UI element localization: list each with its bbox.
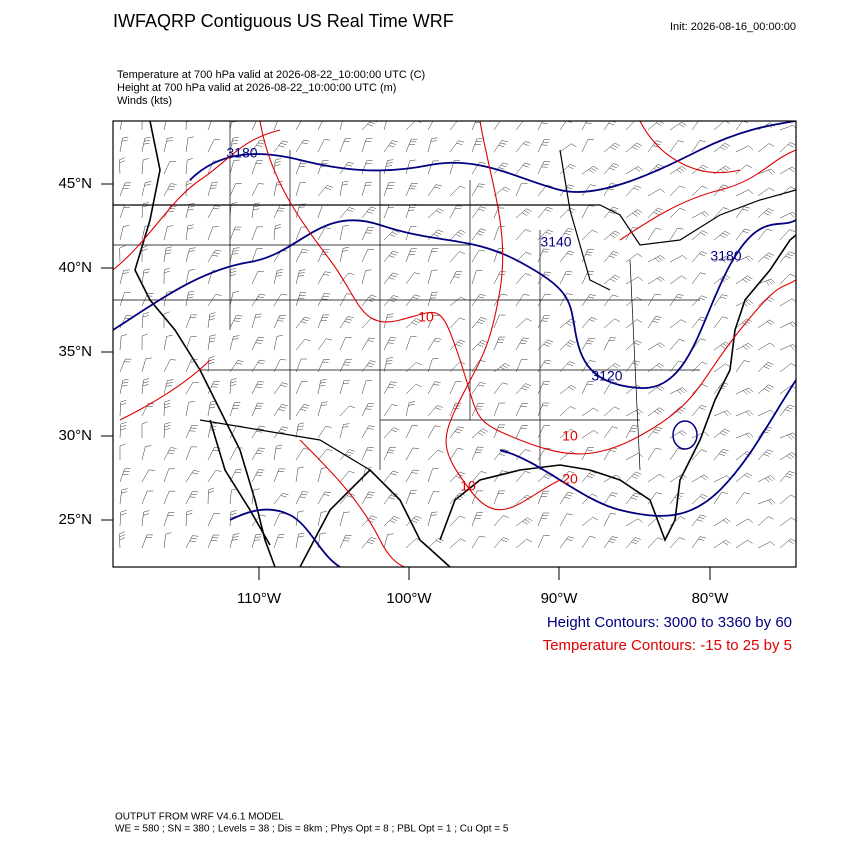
legend-height: Height Contours: 3000 to 3360 by 60 xyxy=(547,614,792,631)
height-contour-label: 3180 xyxy=(226,145,257,161)
lon-label: 80°W xyxy=(692,590,730,607)
border xyxy=(113,149,796,471)
init-time: Init: 2026-08-16_00:00:00 xyxy=(670,21,796,33)
field-label: Temperature at 700 hPa valid at 2026-08-… xyxy=(117,69,425,81)
height-contour xyxy=(189,121,796,193)
lat-label: 40°N xyxy=(58,259,92,276)
lat-label: 30°N xyxy=(58,427,92,444)
temperature-contour-label: 10 xyxy=(418,309,434,325)
lon-label: 90°W xyxy=(541,590,579,607)
height-contour-label: 3140 xyxy=(540,234,571,250)
field-label: Height at 700 hPa valid at 2026-08-22_10… xyxy=(117,82,396,94)
temperature-contour-label: 10 xyxy=(562,428,578,444)
height-contour-label: 3180 xyxy=(710,248,741,264)
footer-model: OUTPUT FROM WRF V4.6.1 MODEL xyxy=(115,812,284,823)
lat-label: 35°N xyxy=(58,343,92,360)
legend-temperature: Temperature Contours: -15 to 25 by 5 xyxy=(543,637,792,654)
temperature-contour xyxy=(119,121,796,567)
map-area xyxy=(113,121,796,567)
title: IWFAQRP Contiguous US Real Time WRF xyxy=(113,11,454,31)
lon-label: 110°W xyxy=(237,590,282,607)
field-label: Winds (kts) xyxy=(117,95,172,107)
height-contour-label: 3120 xyxy=(591,368,622,384)
lat-label: 25°N xyxy=(58,511,92,528)
height-contour xyxy=(229,508,341,567)
height-contour xyxy=(499,379,796,517)
height-contour xyxy=(672,420,698,450)
map-frame xyxy=(112,120,797,568)
temperature-contour xyxy=(113,121,796,455)
lat-label: 45°N xyxy=(58,175,92,192)
coastline xyxy=(134,121,796,567)
temperature-contour-label: 10 xyxy=(460,478,476,494)
wind-barbs xyxy=(119,121,796,549)
temperature-contour-label: 20 xyxy=(562,471,578,487)
height-contour xyxy=(113,219,796,389)
lon-label: 100°W xyxy=(386,590,432,607)
footer-options: WE = 580 ; SN = 380 ; Levels = 38 ; Dis … xyxy=(115,824,509,835)
